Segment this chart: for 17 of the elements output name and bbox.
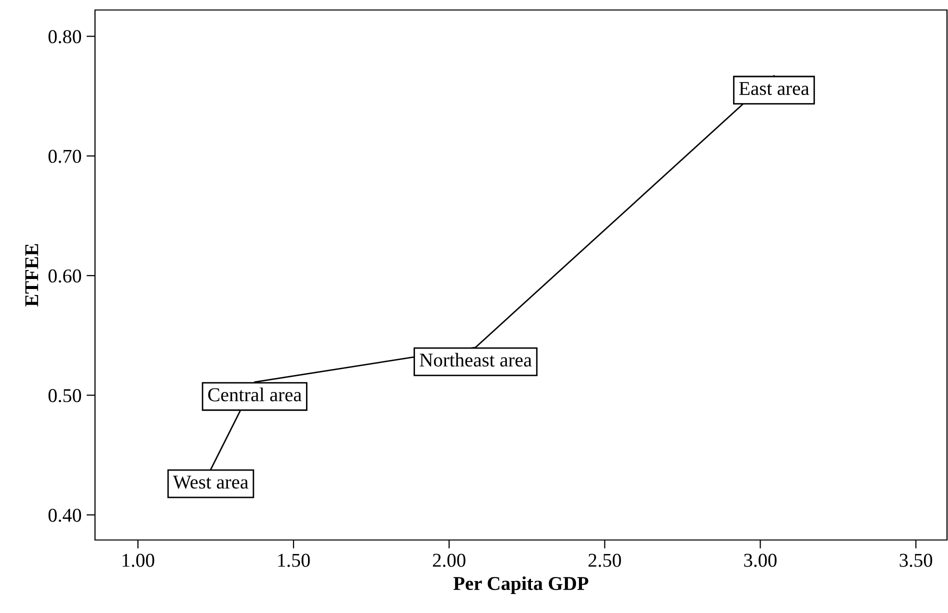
annotation: West area: [172, 476, 248, 489]
x-tick-label: 3.00: [744, 554, 777, 567]
annotation: Central area: [208, 388, 302, 402]
x-tick-label: 2.50: [588, 554, 621, 567]
y-tick-label: 0.60: [48, 269, 82, 283]
annotation: East area: [739, 82, 810, 96]
y-tick-label: 0.50: [48, 389, 82, 402]
annotation: Northeast area: [420, 352, 532, 367]
y-tick-label: 0.40: [48, 508, 82, 522]
y-tick-label: 0.80: [48, 30, 82, 44]
x-tick-label: 2.00: [432, 554, 466, 567]
y-tick-label: 0.70: [48, 150, 82, 163]
x-axis-title: Per Capita GDP: [453, 576, 588, 594]
x-tick-label: 1.00: [122, 554, 154, 567]
x-tick-label: 1.50: [278, 554, 310, 567]
x-tick-label: 3.50: [900, 554, 932, 567]
y-axis-title: ETFEE: [25, 244, 38, 307]
